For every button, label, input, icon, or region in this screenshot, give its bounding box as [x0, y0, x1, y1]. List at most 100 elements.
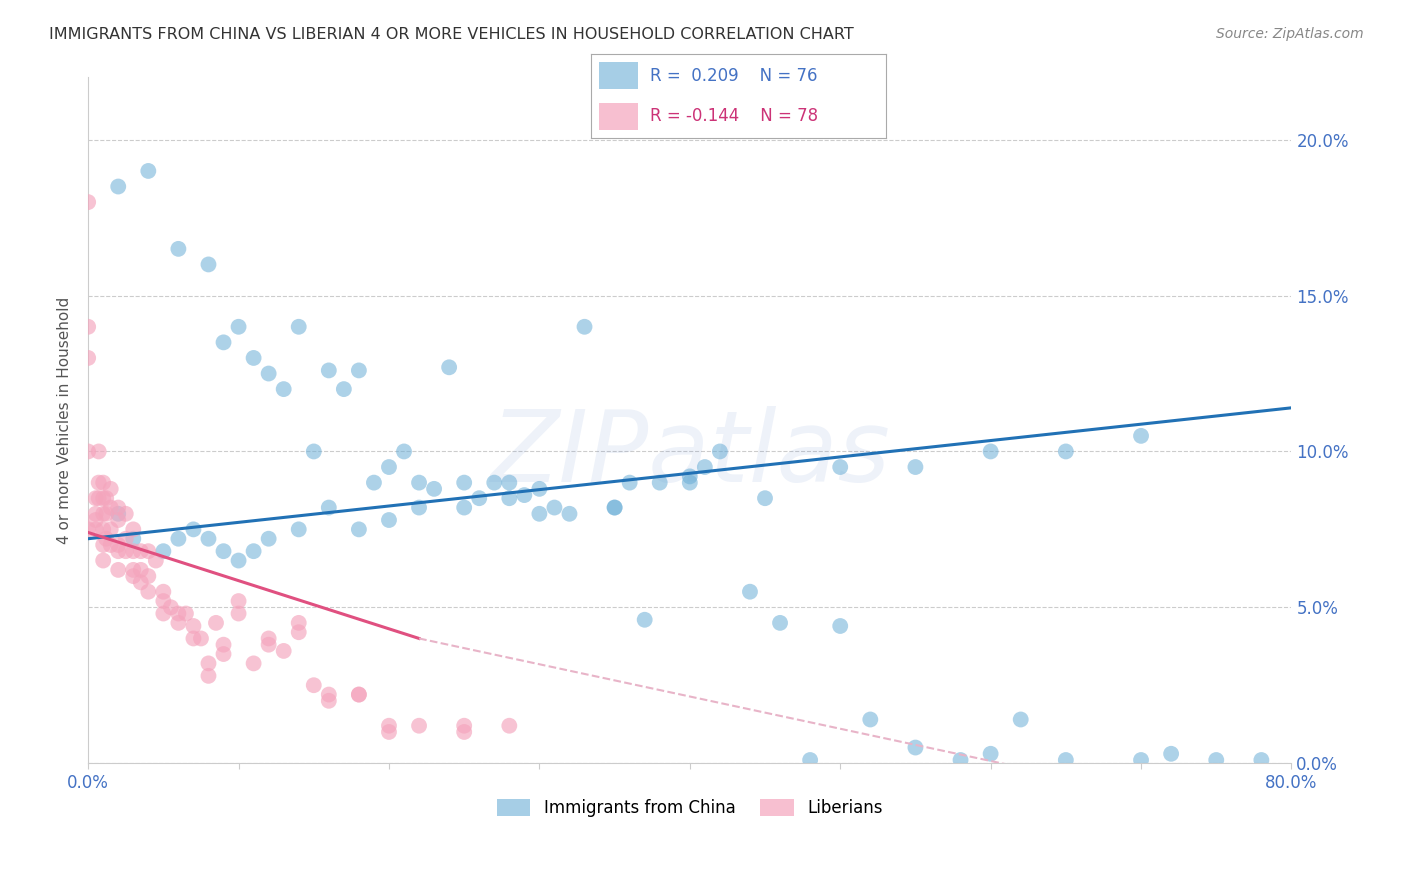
Text: Source: ZipAtlas.com: Source: ZipAtlas.com [1216, 27, 1364, 41]
Point [122, 522, 145, 536]
Point [754, 491, 776, 506]
Point [107, 513, 129, 527]
Point [904, 740, 927, 755]
Point [273, 644, 295, 658]
Point [453, 500, 475, 515]
Point [543, 500, 565, 515]
Point [709, 444, 731, 458]
Point [91, 491, 114, 506]
Point [287, 625, 309, 640]
Point [129, 563, 152, 577]
Point [392, 444, 415, 458]
Point [152, 584, 174, 599]
Point [980, 444, 1002, 458]
Text: IMMIGRANTS FROM CHINA VS LIBERIAN 4 OR MORE VEHICLES IN HOUSEHOLD CORRELATION CH: IMMIGRANTS FROM CHINA VS LIBERIAN 4 OR M… [49, 27, 853, 42]
Point [1010, 713, 1032, 727]
Point [96, 507, 118, 521]
Point [228, 319, 250, 334]
Point [679, 469, 702, 483]
Point [302, 444, 325, 458]
Point [437, 360, 460, 375]
Point [529, 482, 551, 496]
Point [77, 195, 100, 210]
Point [100, 500, 122, 515]
Point [634, 613, 657, 627]
Point [529, 507, 551, 521]
Point [257, 532, 280, 546]
Point [498, 719, 520, 733]
Point [84, 491, 107, 506]
Point [91, 475, 114, 490]
Point [347, 522, 370, 536]
Point [648, 475, 671, 490]
Point [228, 553, 250, 567]
Point [183, 632, 205, 646]
Point [91, 522, 114, 536]
Point [122, 532, 145, 546]
Point [107, 507, 129, 521]
Point [129, 575, 152, 590]
Point [287, 615, 309, 630]
Point [408, 475, 430, 490]
Point [96, 532, 118, 546]
Point [114, 507, 136, 521]
Point [136, 569, 159, 583]
Point [152, 594, 174, 608]
Point [205, 615, 228, 630]
Point [558, 507, 581, 521]
Point [1054, 753, 1077, 767]
Point [949, 753, 972, 767]
Point [318, 363, 340, 377]
Point [122, 569, 145, 583]
Point [769, 615, 792, 630]
Point [122, 563, 145, 577]
Point [197, 257, 219, 271]
Point [1160, 747, 1182, 761]
Point [87, 444, 110, 458]
Bar [599, 62, 638, 89]
Text: R =  0.209    N = 76: R = 0.209 N = 76 [650, 67, 817, 85]
Point [183, 522, 205, 536]
Point [318, 500, 340, 515]
Point [152, 544, 174, 558]
Point [129, 544, 152, 558]
Point [904, 460, 927, 475]
Point [378, 513, 401, 527]
Point [318, 688, 340, 702]
Point [212, 335, 235, 350]
Point [423, 482, 446, 496]
Point [107, 563, 129, 577]
Point [167, 607, 190, 621]
Point [859, 713, 882, 727]
Point [174, 607, 197, 621]
Point [498, 475, 520, 490]
Point [1130, 753, 1153, 767]
Point [287, 522, 309, 536]
Point [122, 544, 145, 558]
Point [468, 491, 491, 506]
Point [91, 553, 114, 567]
Point [160, 600, 183, 615]
Point [84, 507, 107, 521]
Point [107, 538, 129, 552]
Point [408, 719, 430, 733]
Point [830, 460, 852, 475]
Point [87, 475, 110, 490]
Point [167, 532, 190, 546]
Point [91, 538, 114, 552]
Text: ZIPatlas: ZIPatlas [489, 406, 890, 503]
Point [197, 657, 219, 671]
Point [100, 522, 122, 536]
Point [190, 632, 212, 646]
Point [287, 319, 309, 334]
Point [212, 544, 235, 558]
Point [257, 632, 280, 646]
Legend: Immigrants from China, Liberians: Immigrants from China, Liberians [491, 792, 889, 823]
Bar [599, 103, 638, 130]
Point [378, 725, 401, 739]
Point [91, 507, 114, 521]
Y-axis label: 4 or more Vehicles in Household: 4 or more Vehicles in Household [58, 297, 72, 544]
Text: R = -0.144    N = 78: R = -0.144 N = 78 [650, 107, 818, 125]
Point [347, 363, 370, 377]
Point [1205, 753, 1227, 767]
